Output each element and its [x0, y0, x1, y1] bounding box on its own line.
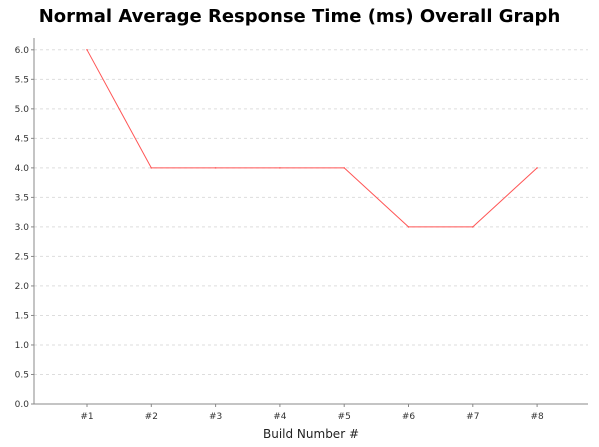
x-tick-label: #2: [145, 412, 158, 422]
x-tick-label: #6: [402, 412, 416, 422]
data-point: [536, 167, 538, 169]
grid-lines: [34, 38, 588, 404]
data-point: [279, 167, 281, 169]
y-tick-label: 2.5: [15, 252, 29, 262]
y-tick-label: 3.0: [15, 223, 30, 233]
y-tick-label: 1.0: [15, 341, 30, 351]
series: [86, 49, 538, 228]
axes: [31, 38, 588, 407]
series-line: [86, 49, 538, 228]
y-tick-label: 2.0: [15, 282, 30, 292]
x-tick-label: #3: [209, 412, 222, 422]
x-tick-labels: #1 #2 #3 #4 #5 #6 #7 #8: [80, 412, 544, 422]
x-tick-label: #7: [466, 412, 479, 422]
data-point: [407, 226, 410, 228]
data-point: [150, 167, 153, 169]
y-tick-labels: 0.0 0.5 1.0 1.5 2.0 2.5 3.0 3.5 4.0 4.5 5.0 5.5 6.0: [15, 46, 30, 410]
plot-area: [34, 38, 588, 404]
data-point: [343, 167, 346, 169]
y-tick-label: 4.0: [15, 164, 30, 174]
y-tick-label: 0.0: [15, 400, 30, 410]
y-tick-label: 5.5: [15, 75, 29, 85]
y-tick-label: 6.0: [15, 46, 30, 56]
x-tick-label: #5: [338, 412, 351, 422]
x-tick-label: #1: [80, 412, 93, 422]
data-point: [86, 49, 88, 51]
y-tick-label: 4.5: [15, 134, 29, 144]
x-axis-label: Build Number #: [263, 427, 359, 441]
y-tick-label: 3.5: [15, 193, 29, 203]
data-point: [214, 167, 217, 169]
y-tick-label: 0.5: [15, 370, 29, 380]
y-tick-label: 5.0: [15, 105, 30, 115]
y-tick-label: 1.5: [15, 311, 29, 321]
x-tick-label: #8: [530, 412, 544, 422]
chart-title: Normal Average Response Time (ms) Overal…: [38, 6, 561, 27]
data-point: [472, 226, 474, 228]
x-tick-label: #4: [273, 412, 287, 422]
